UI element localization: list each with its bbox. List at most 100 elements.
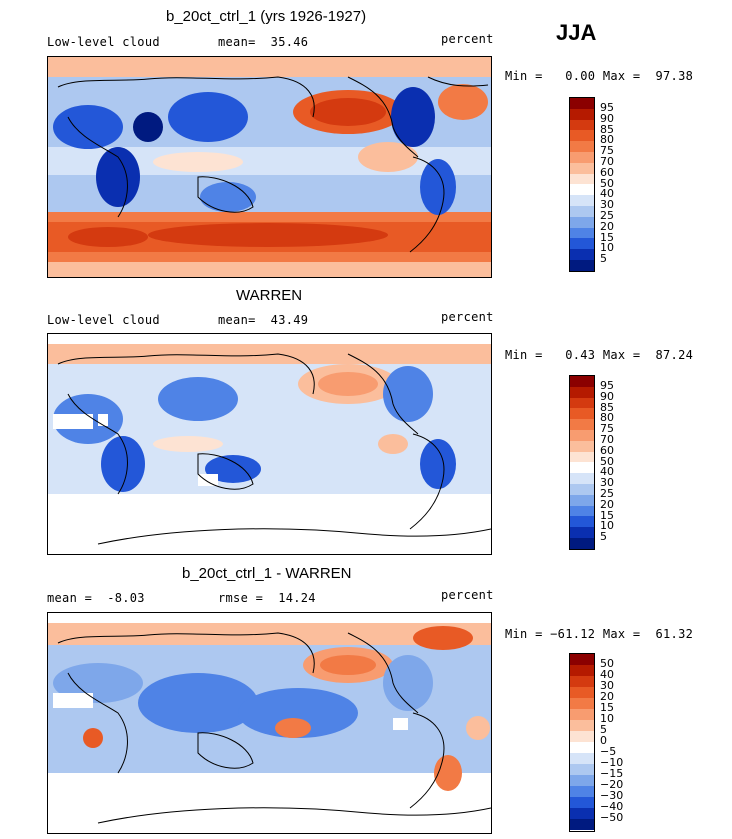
cbar-2-seg	[570, 462, 594, 474]
cbar-3-label: −40	[600, 800, 624, 813]
cbar-3-seg	[570, 753, 594, 764]
cbar-3-label: −20	[600, 778, 624, 791]
cbar-1-seg	[570, 227, 594, 239]
cbar-2-seg	[570, 397, 594, 409]
map-1-field	[48, 57, 491, 277]
panel-3-units: percent	[441, 588, 494, 602]
cbar-3-seg	[570, 819, 594, 830]
cbar-3-seg	[570, 775, 594, 786]
cbar-2-label: 85	[600, 400, 614, 414]
cbar-2-label: 60	[600, 443, 614, 457]
panel-3-map	[47, 612, 492, 834]
cbar-2-seg	[570, 419, 594, 430]
cbar-1-label: 25	[600, 209, 614, 222]
cbar-2-label: 20	[600, 497, 614, 511]
panel-2-units: percent	[441, 310, 494, 324]
colorbar-2	[569, 375, 595, 550]
cbar-2-seg	[570, 494, 594, 506]
panel-1-title: b_20ct_ctrl_1 (yrs 1926-1927)	[166, 8, 367, 25]
cbar-3-seg	[570, 665, 594, 676]
cbar-3-label: 0	[600, 734, 607, 747]
cbar-1-seg	[570, 119, 594, 131]
cbar-1-label: 50	[600, 176, 614, 190]
cbar-3-label: 50	[600, 657, 614, 670]
cbar-1-seg	[570, 195, 594, 206]
cbar-1-seg	[570, 238, 594, 250]
cbar-3-label: 5	[600, 723, 607, 736]
cbar-1-seg	[570, 108, 594, 120]
cbar-3-seg	[570, 808, 594, 819]
cbar-3-label: −15	[600, 767, 624, 780]
cbar-2-seg	[570, 483, 594, 495]
cbar-1-seg	[570, 259, 594, 271]
cbar-2-label: 15	[600, 508, 614, 522]
cbar-1-label: 60	[600, 165, 614, 179]
cbar-1-label: 40	[600, 187, 614, 201]
cbar-2-label: 95	[600, 379, 614, 392]
cbar-2-seg	[570, 537, 594, 549]
cbar-2-label: 40	[600, 465, 614, 479]
cbar-3-seg	[570, 797, 594, 808]
panel-1-map	[47, 56, 492, 278]
cbar-2-seg	[570, 429, 594, 441]
panel-2-center-label: mean= 43.49	[218, 313, 309, 327]
cbar-3-seg	[570, 786, 594, 797]
panel-3-minmax: Min = −61.12 Max = 61.32	[505, 627, 694, 641]
cbar-2-seg	[570, 505, 594, 517]
panel-1-minmax: Min = 0.00 Max = 97.38	[505, 69, 694, 83]
panel-3-left-label: mean = -8.03	[47, 591, 145, 605]
cbar-2-label: 90	[600, 389, 614, 403]
cbar-1-label: 80	[600, 133, 614, 147]
cbar-3-seg	[570, 676, 594, 687]
cbar-1-seg	[570, 249, 594, 260]
cbar-1-label: 10	[600, 241, 614, 255]
panel-1-center-label: mean= 35.46	[218, 35, 309, 49]
cbar-3-seg	[570, 687, 594, 698]
cbar-1-label: 90	[600, 111, 614, 125]
panel-2-left-label: Low-level cloud	[47, 313, 160, 327]
cbar-3-seg	[570, 654, 594, 665]
panel-3-center-label: rmse = 14.24	[218, 591, 316, 605]
cbar-1-seg	[570, 98, 594, 109]
cbar-1-label: 15	[600, 230, 614, 244]
cbar-1-seg	[570, 184, 594, 196]
cbar-1-label: 30	[600, 198, 614, 212]
colorbar-3	[569, 653, 595, 832]
cbar-3-label: −10	[600, 756, 624, 769]
cbar-3-label: 15	[600, 701, 614, 714]
cbar-1-label: 5	[600, 252, 607, 266]
map-3-field	[48, 613, 491, 833]
cbar-2-seg	[570, 408, 594, 420]
cbar-2-label: 10	[600, 519, 614, 533]
cbar-3-label: 40	[600, 668, 614, 681]
cbar-2-seg	[570, 440, 594, 452]
season-label: JJA	[556, 20, 597, 45]
cbar-2-label: 80	[600, 411, 614, 425]
cbar-2-seg	[570, 376, 594, 387]
panel-3-title: b_20ct_ctrl_1 - WARREN	[182, 565, 352, 582]
panel-2-minmax: Min = 0.43 Max = 87.24	[505, 348, 694, 362]
cbar-3-seg	[570, 709, 594, 720]
cbar-2-seg	[570, 451, 594, 463]
panel-1-units: percent	[441, 32, 494, 46]
cbar-3-label: −30	[600, 789, 624, 802]
colorbar-1	[569, 97, 595, 272]
cbar-1-seg	[570, 130, 594, 142]
cbar-2-label: 25	[600, 487, 614, 500]
cbar-1-label: 75	[600, 144, 614, 158]
cbar-3-seg	[570, 742, 594, 753]
cbar-3-seg	[570, 764, 594, 775]
cbar-2-label: 5	[600, 530, 607, 544]
panel-2-title: WARREN	[236, 287, 303, 304]
cbar-3-label: −50	[600, 811, 624, 824]
cbar-3-seg	[570, 731, 594, 742]
cbar-3-label: 20	[600, 690, 614, 703]
cbar-3-label: 10	[600, 712, 614, 725]
cbar-1-seg	[570, 162, 594, 174]
cbar-1-seg	[570, 173, 594, 185]
cbar-1-label: 95	[600, 101, 614, 114]
cbar-2-label: 30	[600, 476, 614, 490]
cbar-1-seg	[570, 151, 594, 163]
cbar-3-seg	[570, 720, 594, 731]
cbar-3-seg	[570, 698, 594, 709]
